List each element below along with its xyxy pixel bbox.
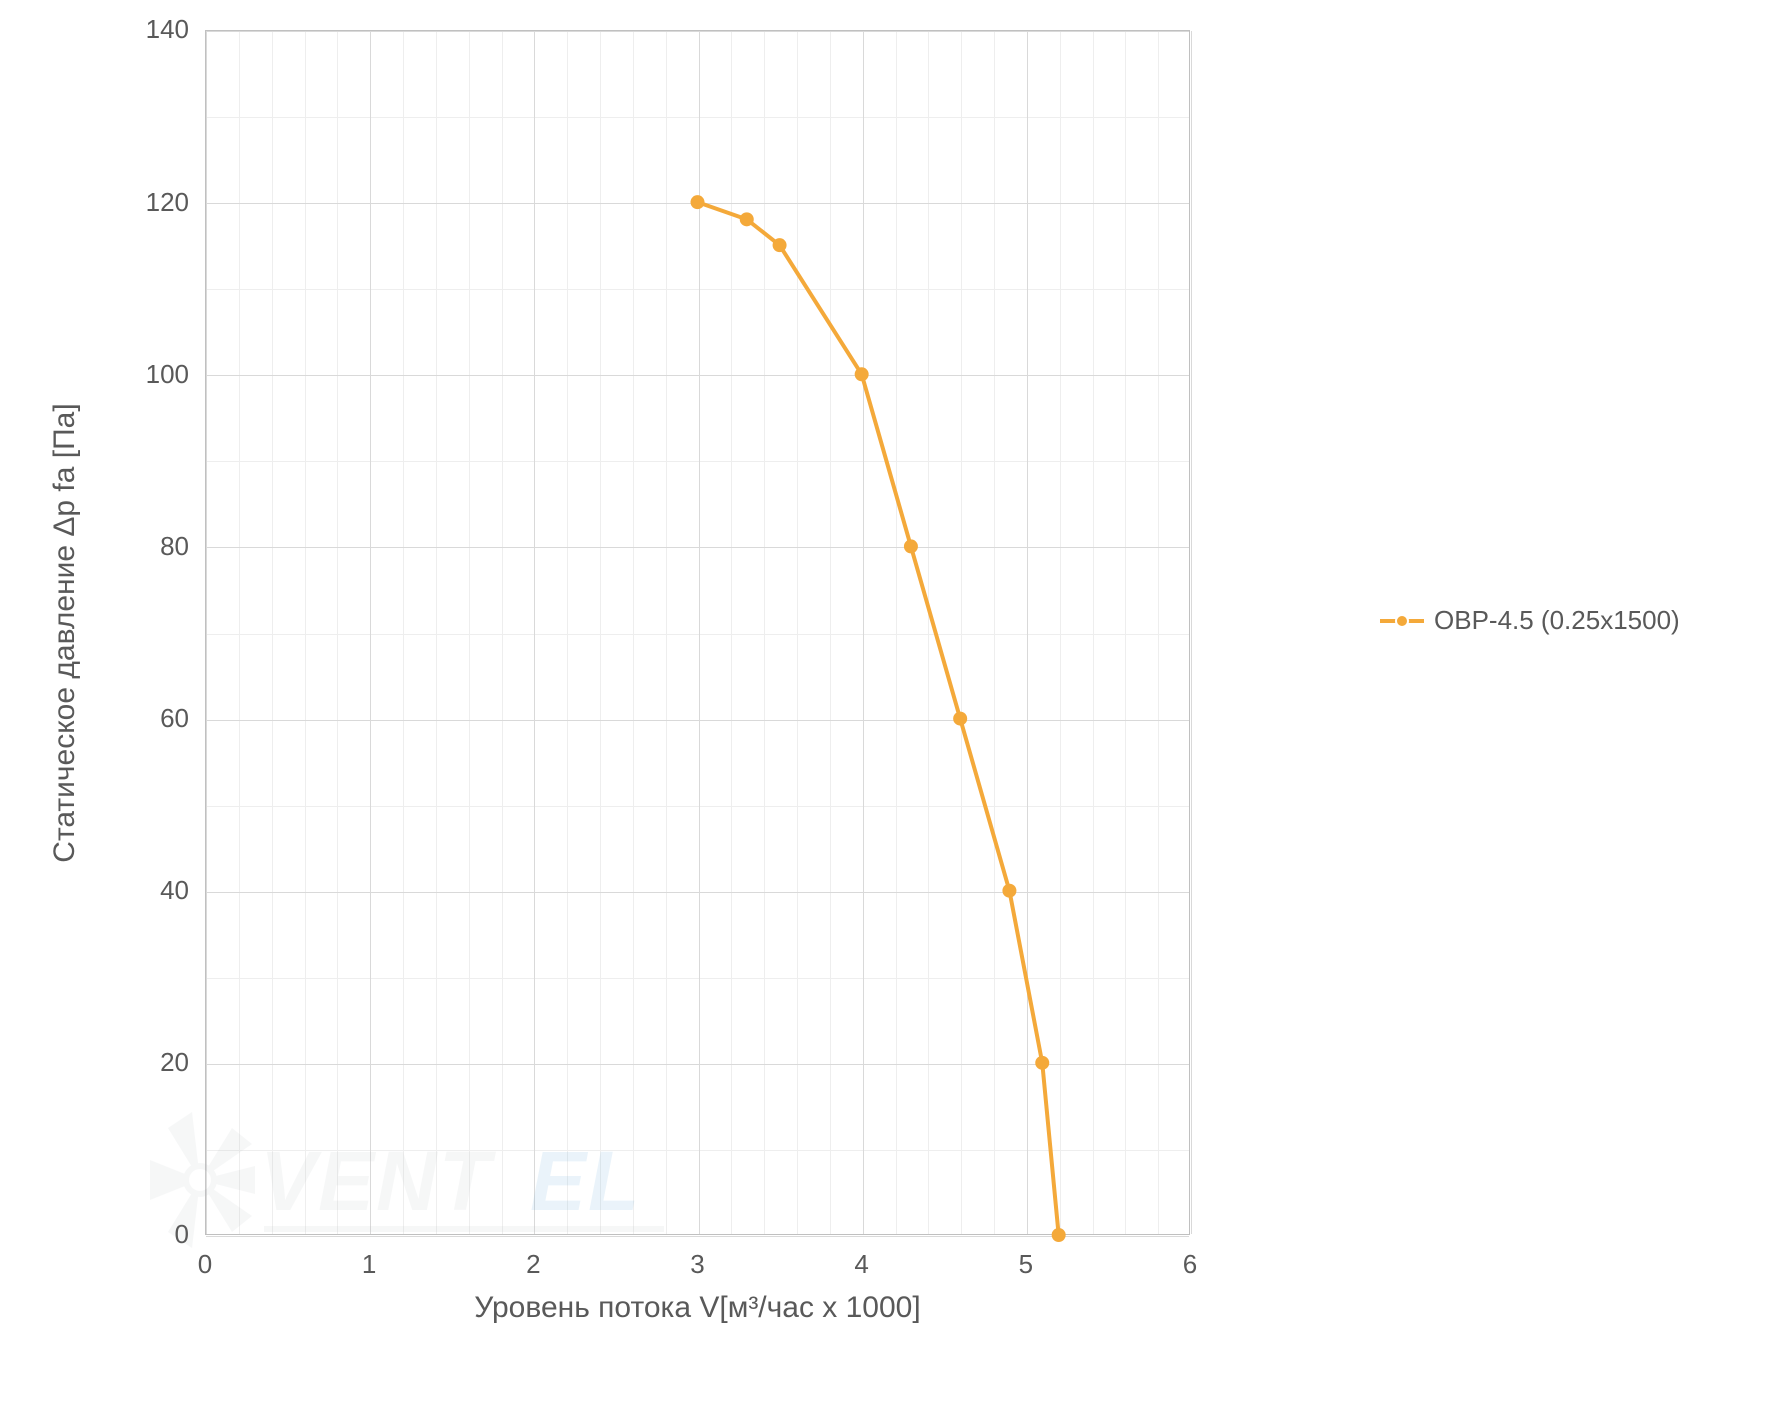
chart-series bbox=[0, 0, 1768, 1417]
x-tick-label: 1 bbox=[362, 1249, 376, 1280]
x-tick-label: 6 bbox=[1183, 1249, 1197, 1280]
x-tick-label: 5 bbox=[1019, 1249, 1033, 1280]
chart-container: Уровень потока V[м³/час x 1000] Статичес… bbox=[0, 0, 1768, 1417]
x-tick-label: 4 bbox=[854, 1249, 868, 1280]
x-tick-label: 3 bbox=[690, 1249, 704, 1280]
x-tick-label: 2 bbox=[526, 1249, 540, 1280]
x-tick-label: 0 bbox=[198, 1249, 212, 1280]
